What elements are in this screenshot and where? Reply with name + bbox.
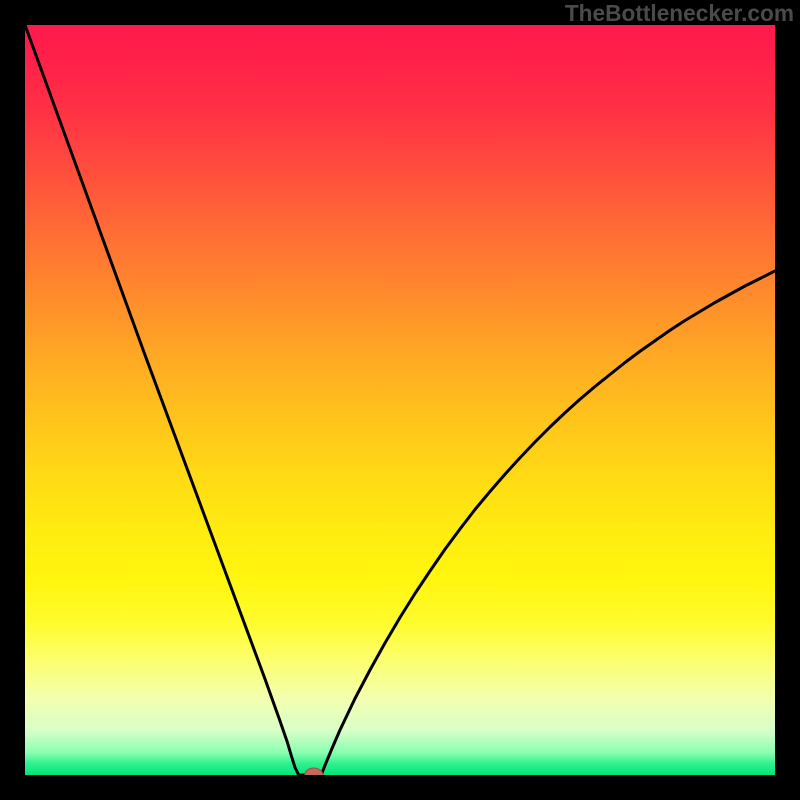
border-bottom bbox=[0, 775, 800, 800]
border-right bbox=[775, 0, 800, 800]
gradient-background bbox=[25, 25, 775, 775]
bottleneck-chart: TheBottlenecker.com bbox=[0, 0, 800, 800]
chart-svg bbox=[0, 0, 800, 800]
watermark-text: TheBottlenecker.com bbox=[565, 0, 794, 27]
border-left bbox=[0, 0, 25, 800]
